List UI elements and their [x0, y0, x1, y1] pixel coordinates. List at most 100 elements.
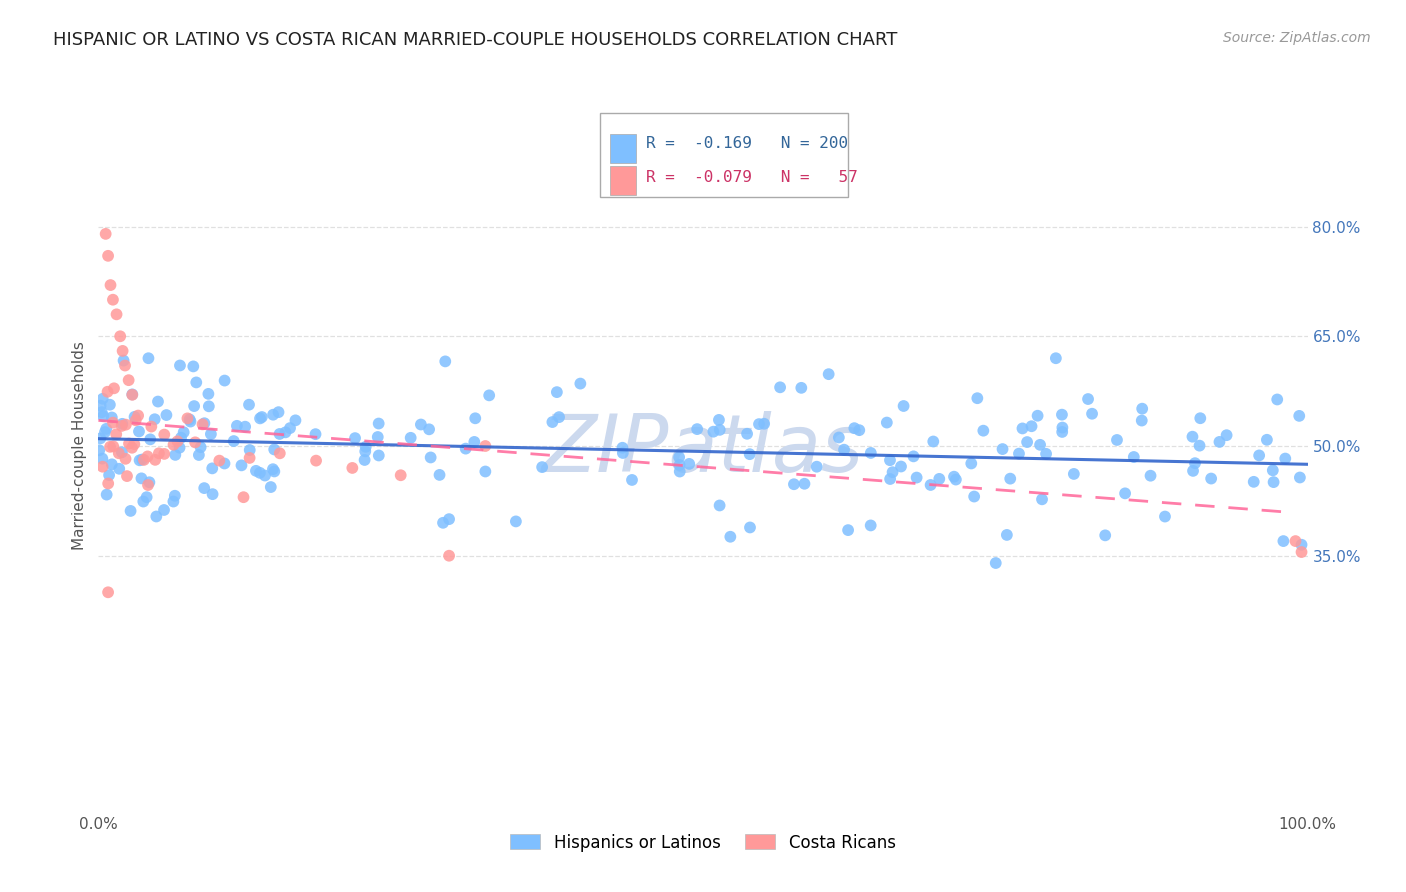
- Point: [269, 426, 291, 441]
- Point: [89, 431, 111, 445]
- Point: [389, 468, 412, 483]
- Point: [707, 413, 730, 427]
- Point: [463, 434, 485, 449]
- Point: [928, 472, 950, 486]
- Point: [454, 442, 477, 456]
- Point: [367, 449, 389, 463]
- Point: [1249, 449, 1271, 463]
- Point: [1130, 401, 1153, 416]
- Point: [1031, 492, 1053, 507]
- Point: [118, 373, 141, 387]
- Point: [269, 446, 291, 460]
- Point: [848, 423, 870, 437]
- Point: [153, 447, 176, 461]
- Point: [1105, 433, 1128, 447]
- Point: [232, 490, 254, 504]
- Point: [1045, 351, 1067, 366]
- Point: [176, 411, 198, 425]
- Point: [429, 467, 451, 482]
- Point: [1114, 486, 1136, 500]
- Point: [91, 451, 114, 466]
- Point: [222, 434, 245, 448]
- Point: [569, 376, 592, 391]
- Point: [678, 457, 700, 471]
- Point: [893, 399, 915, 413]
- Point: [101, 416, 124, 430]
- Point: [353, 453, 375, 467]
- Point: [437, 549, 460, 563]
- Point: [995, 528, 1018, 542]
- Point: [437, 512, 460, 526]
- Point: [183, 399, 205, 413]
- Point: [1263, 475, 1285, 489]
- Point: [546, 385, 568, 400]
- Point: [250, 410, 273, 425]
- Point: [179, 412, 201, 426]
- Point: [249, 411, 271, 425]
- Point: [98, 398, 121, 412]
- Point: [193, 416, 215, 430]
- Point: [162, 494, 184, 508]
- Point: [905, 470, 928, 484]
- Point: [98, 468, 121, 483]
- Point: [748, 417, 770, 431]
- Point: [354, 440, 377, 454]
- Point: [1050, 408, 1073, 422]
- Point: [148, 446, 170, 460]
- Point: [1035, 447, 1057, 461]
- Point: [1181, 430, 1204, 444]
- Point: [1291, 538, 1313, 552]
- Point: [165, 448, 187, 462]
- Point: [709, 423, 731, 437]
- Point: [1272, 534, 1295, 549]
- Point: [505, 515, 527, 529]
- Point: [233, 419, 256, 434]
- Point: [1050, 425, 1073, 439]
- Point: [1139, 468, 1161, 483]
- Point: [367, 430, 389, 444]
- Point: [1081, 407, 1104, 421]
- Point: [245, 464, 267, 478]
- Point: [135, 490, 157, 504]
- Point: [115, 469, 138, 483]
- Point: [136, 478, 159, 492]
- Point: [859, 518, 882, 533]
- Text: R =  -0.079   N =   57: R = -0.079 N = 57: [647, 169, 858, 185]
- Point: [278, 421, 301, 435]
- Point: [354, 444, 377, 458]
- Point: [876, 416, 898, 430]
- Point: [100, 278, 122, 293]
- Point: [882, 465, 904, 479]
- Point: [112, 353, 135, 368]
- Point: [181, 359, 204, 374]
- Point: [114, 359, 136, 373]
- Point: [790, 381, 813, 395]
- Point: [131, 452, 153, 467]
- Point: [267, 405, 290, 419]
- Point: [253, 468, 276, 483]
- Point: [107, 446, 129, 460]
- FancyBboxPatch shape: [600, 113, 848, 197]
- Point: [1008, 447, 1031, 461]
- Point: [138, 475, 160, 490]
- Point: [879, 472, 901, 486]
- Point: [111, 445, 134, 459]
- Point: [120, 504, 142, 518]
- Point: [131, 471, 153, 485]
- Point: [1284, 534, 1306, 549]
- Point: [1184, 456, 1206, 470]
- Point: [1261, 463, 1284, 477]
- Point: [991, 442, 1014, 456]
- Bar: [610, 134, 637, 163]
- Point: [101, 293, 124, 307]
- Point: [418, 422, 440, 436]
- Point: [828, 430, 851, 444]
- Point: [138, 351, 160, 366]
- Point: [859, 446, 882, 460]
- Point: [1188, 439, 1211, 453]
- Point: [548, 410, 571, 425]
- Point: [166, 434, 188, 449]
- Point: [702, 425, 724, 439]
- Point: [1094, 528, 1116, 542]
- Point: [832, 442, 855, 457]
